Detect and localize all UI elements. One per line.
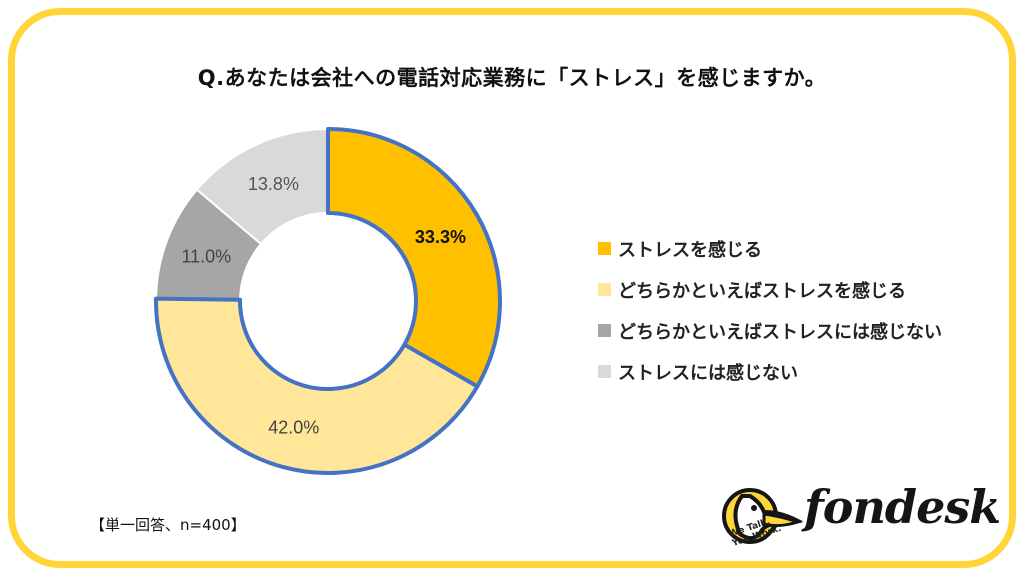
legend-swatch — [598, 365, 611, 378]
legend-item-strong: ストレスを感じる — [598, 228, 942, 269]
logo-wordmark: fondesk — [804, 480, 1001, 534]
legend-label: どちらかといえばストレスには感じない — [618, 321, 942, 343]
legend-swatch — [598, 283, 611, 296]
sample-note: 【単一回答、n=400】 — [90, 516, 246, 534]
legend-swatch — [598, 242, 611, 255]
fondesk-logo: fondesk We Talk. You Work. — [720, 478, 1001, 556]
chart-title: Q.あなたは会社への電話対応業務に「ストレス」を感じますか。 — [197, 66, 827, 90]
legend-item-somewhat-not: どちらかといえばストレスには感じない — [598, 310, 942, 351]
slice-value-label: 42.0% — [268, 417, 319, 437]
legend: ストレスを感じる どちらかといえばストレスを感じる どちらかといえばストレスには… — [598, 228, 942, 392]
legend-item-not: ストレスには感じない — [598, 351, 942, 392]
pelican-mascot-icon — [722, 488, 804, 544]
legend-label: どちらかといえばストレスを感じる — [618, 280, 906, 302]
legend-label: ストレスには感じない — [618, 362, 798, 384]
legend-swatch — [598, 324, 611, 337]
donut-slice — [154, 296, 480, 475]
slice-value-label: 13.8% — [248, 174, 299, 194]
slice-value-label: 33.3% — [415, 227, 466, 247]
legend-label: ストレスを感じる — [618, 239, 762, 261]
slice-value-label: 11.0% — [181, 246, 231, 266]
legend-item-somewhat: どちらかといえばストレスを感じる — [598, 269, 942, 310]
donut-slice — [326, 127, 502, 389]
